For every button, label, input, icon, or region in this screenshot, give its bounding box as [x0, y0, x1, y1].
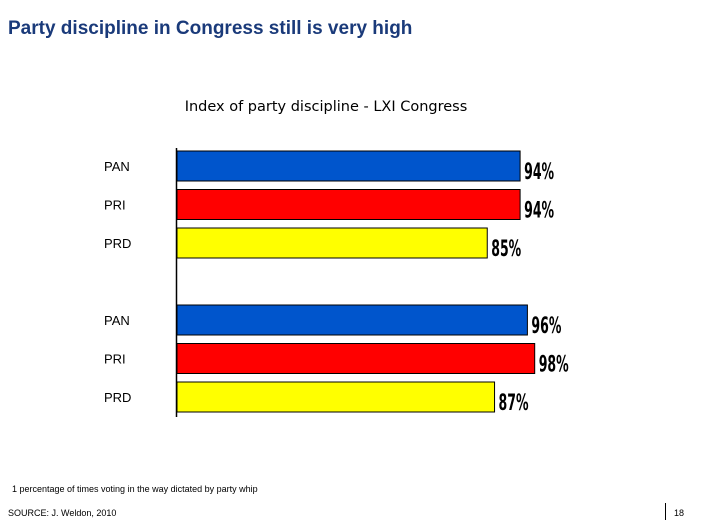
data-label: 87%	[499, 391, 529, 416]
bar-pan	[176, 150, 521, 182]
bar-prd	[176, 381, 496, 413]
page-divider	[665, 503, 666, 520]
category-label: PRD	[104, 236, 131, 251]
category-label: PRI	[104, 352, 126, 367]
category-label: PAN	[104, 313, 130, 328]
data-label: 96%	[531, 314, 561, 339]
data-label: 94%	[524, 160, 554, 185]
data-label: 98%	[539, 353, 569, 378]
chart-title: Index of party discipline - LXI Congress	[184, 99, 468, 115]
source-note: SOURCE: J. Weldon, 2010	[8, 508, 117, 518]
category-label: PAN	[104, 159, 130, 174]
data-label: 94%	[524, 199, 554, 224]
page-number: 18	[674, 508, 685, 518]
bar-pri	[176, 343, 536, 374]
bar-prd	[176, 227, 488, 259]
bar-pri	[176, 189, 521, 220]
page-title: Party discipline in Congress still is ve…	[8, 18, 413, 39]
category-label: PRD	[104, 390, 131, 405]
data-label: 85%	[491, 237, 521, 262]
footnote: 1 percentage of times voting in the way …	[12, 484, 258, 494]
bar-pan	[176, 304, 528, 336]
category-label: PRI	[104, 198, 126, 213]
